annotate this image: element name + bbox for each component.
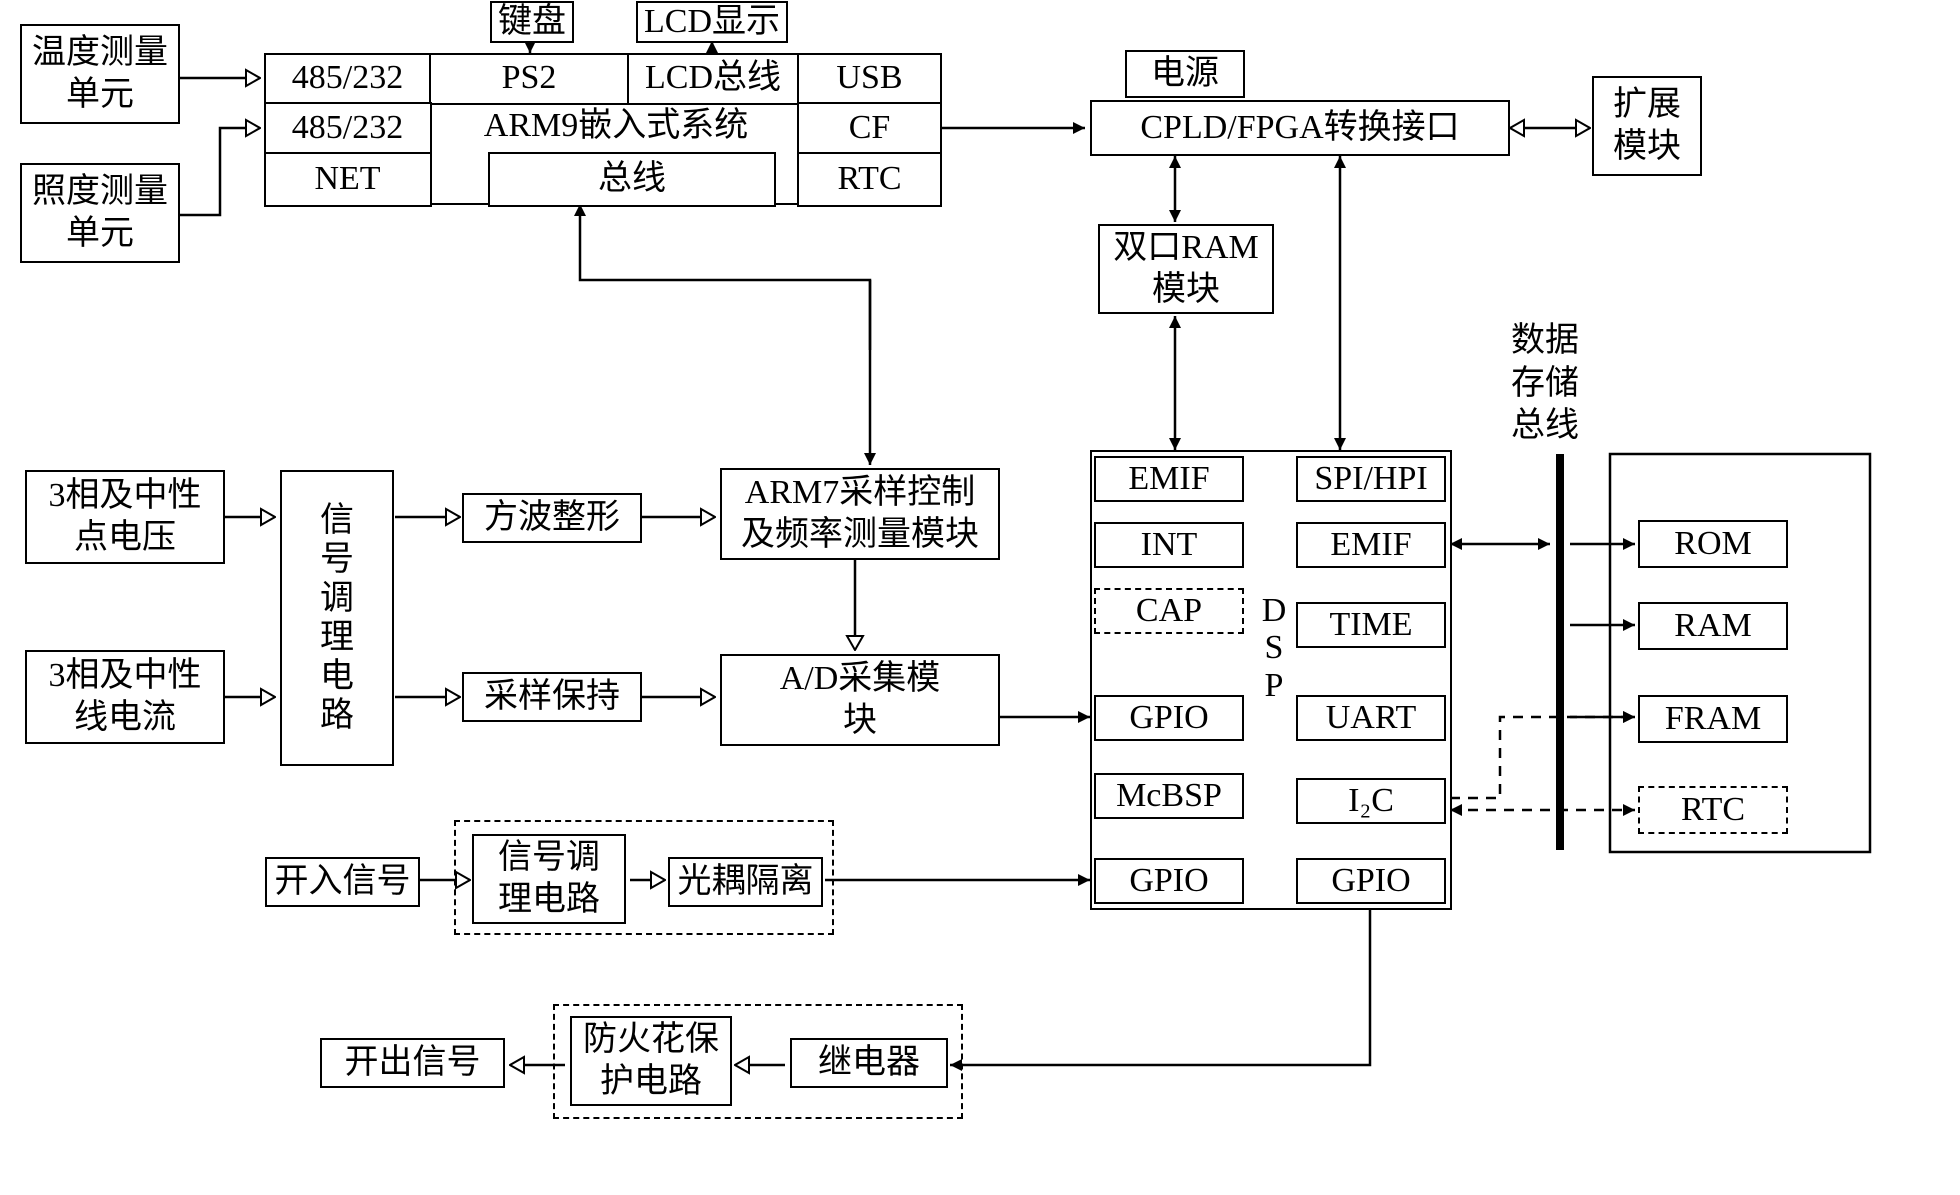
lcd-display-box: LCD显示 — [636, 1, 788, 43]
data-bus-label: 数据存储总线 — [1500, 320, 1590, 448]
dsp-right-emif: EMIF — [1296, 522, 1446, 568]
dsp-left-gpio-1: GPIO — [1094, 695, 1244, 741]
dsp-label: DSP — [1254, 592, 1294, 704]
keyboard-box: 键盘 — [490, 1, 574, 43]
memory-fram: FRAM — [1638, 695, 1788, 743]
digital-out-signal: 开出信号 — [320, 1038, 505, 1088]
arm9-port-net: NET — [264, 152, 432, 207]
signal-conditioning: 信号调理电路 — [280, 470, 394, 766]
arm9-port-cf: CF — [797, 102, 942, 154]
arm9-port-usb: USB — [797, 53, 942, 105]
spark-protection: 防火花保护电路 — [570, 1016, 732, 1106]
dsp-right-spi-hpi: SPI/HPI — [1296, 456, 1446, 502]
dsp-block: DSP — [1090, 450, 1452, 910]
dsp-left-int: INT — [1094, 522, 1244, 568]
sample-hold: 采样保持 — [462, 672, 642, 722]
arm9-port-485-232-a: 485/232 — [264, 53, 432, 105]
temp-measure-unit: 温度测量单元 — [20, 24, 180, 124]
dsp-left-cap: CAP — [1094, 588, 1244, 634]
ad-module: A/D采集模块 — [720, 654, 1000, 746]
extension-module: 扩展模块 — [1592, 76, 1702, 176]
digital-in-signal: 开入信号 — [265, 857, 420, 907]
dsp-left-mcbsp: McBSP — [1094, 773, 1244, 819]
arm9-port-bus: 总线 — [488, 152, 776, 207]
arm9-system: 485/232 PS2 LCD总线 USB 485/232 ARM9嵌入式系统 … — [264, 53, 940, 205]
square-wave-shaping: 方波整形 — [462, 493, 642, 543]
memory-rtc: RTC — [1638, 786, 1788, 834]
opto-isolation: 光耦隔离 — [668, 857, 823, 907]
digital-in-cond: 信号调理电路 — [472, 834, 626, 924]
memory-rom: ROM — [1638, 520, 1788, 568]
arm9-port-485-232-b: 485/232 — [264, 102, 432, 154]
arm7-sampling-module: ARM7采样控制及频率测量模块 — [720, 468, 1000, 560]
dual-port-ram: 双口RAM模块 — [1098, 224, 1274, 314]
dsp-right-time: TIME — [1296, 602, 1446, 648]
arm9-port-ps2: PS2 — [429, 53, 629, 105]
power-box: 电源 — [1125, 50, 1245, 98]
voltage-input: 3相及中性点电压 — [25, 470, 225, 564]
dsp-left-gpio-2: GPIO — [1094, 858, 1244, 904]
dsp-right-gpio: GPIO — [1296, 858, 1446, 904]
dsp-right-i2c: I₂C — [1296, 778, 1446, 824]
arm9-port-rtc: RTC — [797, 152, 942, 207]
current-input: 3相及中性线电流 — [25, 650, 225, 744]
relay-box: 继电器 — [790, 1038, 948, 1088]
dsp-right-uart: UART — [1296, 695, 1446, 741]
cpld-fpga-box: CPLD/FPGA转换接口 — [1090, 100, 1510, 156]
arm9-title: ARM9嵌入式系统 — [436, 105, 796, 148]
arm9-port-lcd-bus: LCD总线 — [627, 53, 799, 105]
memory-ram: RAM — [1638, 602, 1788, 650]
illum-measure-unit: 照度测量单元 — [20, 163, 180, 263]
dsp-left-emif: EMIF — [1094, 456, 1244, 502]
